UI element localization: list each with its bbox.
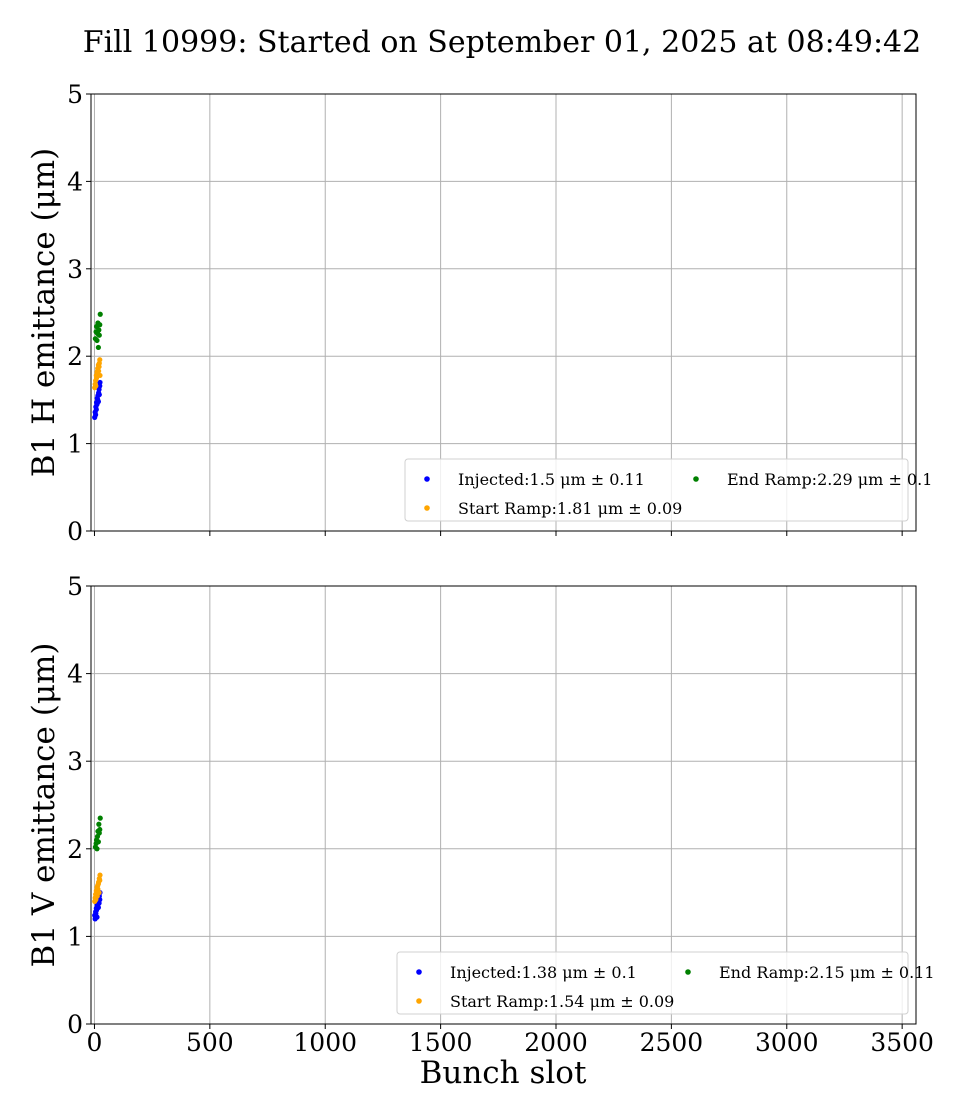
data-point	[95, 904, 101, 911]
data-point	[97, 322, 103, 328]
y-tick-label: 4	[67, 167, 83, 196]
x-tick-label: 1500	[409, 1028, 473, 1057]
legend-entry: Injected:1.5 μm ± 0.11	[458, 470, 645, 489]
legend-marker	[685, 969, 691, 975]
data-point	[93, 412, 99, 418]
y-axis-label: B1 V emittance (μm)	[26, 643, 62, 968]
data-point	[94, 914, 100, 920]
y-tick-label: 2	[67, 342, 83, 371]
data-point	[96, 890, 102, 896]
legend-marker	[416, 998, 422, 1004]
legend-entry: Injected:1.38 μm ± 0.1	[450, 963, 637, 982]
figure-title: Fill 10999: Started on September 01, 202…	[83, 25, 921, 60]
data-point	[97, 815, 103, 821]
data-point	[96, 332, 102, 338]
plot-panel-h-emittance: 0 1 2 3 4 5 B1 H emittance (μm) Injected:1.5 μm…	[26, 80, 932, 546]
data-point	[97, 872, 103, 878]
y-tick-label: 5	[67, 80, 83, 109]
legend-frame	[404, 458, 909, 522]
data-point	[96, 392, 102, 398]
y-tick-label: 3	[67, 255, 83, 284]
data-point	[94, 337, 100, 344]
legend-marker	[416, 969, 422, 975]
data-point	[97, 357, 103, 363]
legend-frame	[396, 951, 909, 1015]
data-point	[95, 839, 101, 845]
legend-entry: End Ramp:2.15 μm ± 0.11	[719, 963, 935, 982]
y-tick-label: 1	[67, 430, 83, 459]
data-point	[97, 311, 103, 317]
data-point	[96, 327, 102, 333]
plot-frame	[90, 585, 917, 1025]
y-tick-label: 5	[67, 572, 83, 601]
y-axis-label: B1 H emittance (μm)	[26, 148, 62, 478]
legend: Injected:1.5 μm ± 0.11 Start Ramp:1.81 μm…	[404, 458, 932, 522]
data-point	[96, 368, 102, 374]
y-tick-label: 1	[67, 922, 83, 951]
data-point	[95, 344, 101, 351]
data-point	[97, 877, 103, 883]
y-tick-label: 0	[67, 1010, 83, 1039]
x-tick-label: 3000	[755, 1028, 819, 1057]
x-tick-label: 2500	[640, 1028, 704, 1057]
x-tick-label: 3500	[870, 1028, 934, 1057]
legend-marker	[693, 476, 699, 482]
legend-marker	[424, 476, 430, 482]
y-tick-label: 0	[67, 517, 83, 546]
legend-entry: Start Ramp:1.54 μm ± 0.09	[450, 992, 674, 1011]
y-tick-label: 4	[67, 660, 83, 689]
legend-entry: End Ramp:2.29 μm ± 0.1	[727, 470, 932, 489]
data-point	[97, 826, 103, 833]
data-point	[97, 379, 103, 386]
x-tick-label: 1000	[293, 1028, 357, 1057]
x-tick-label: 500	[186, 1028, 234, 1057]
data-point	[93, 383, 99, 389]
y-tick-label: 2	[67, 835, 83, 864]
plot-frame	[90, 93, 917, 532]
y-tick-label: 3	[67, 747, 83, 776]
legend: Injected:1.38 μm ± 0.1 Start Ramp:1.54 μm…	[396, 951, 935, 1015]
data-point	[95, 399, 101, 405]
data-point	[93, 406, 99, 413]
x-tick-label: 0	[87, 1028, 103, 1057]
x-tick-label: 2000	[524, 1028, 588, 1057]
x-axis-label: Bunch slot	[420, 1055, 587, 1091]
data-point	[94, 846, 100, 852]
legend-marker	[424, 505, 430, 511]
legend-entry: Start Ramp:1.81 μm ± 0.09	[458, 499, 682, 518]
data-point	[96, 821, 102, 827]
plot-panel-v-emittance: 0 500 1000 1500 2000 2500 3000 3500 0 1 2 3 4 5 B1 V e…	[26, 572, 935, 1057]
data-point	[97, 372, 103, 379]
